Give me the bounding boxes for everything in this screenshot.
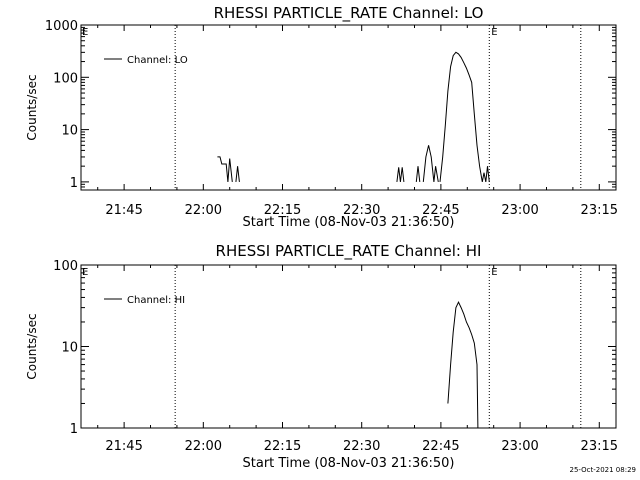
y-tick-label: 100 <box>53 259 78 274</box>
x-tick-label: 22:30 <box>343 439 380 454</box>
x-tick-label: 22:45 <box>422 203 459 218</box>
series-line-segment <box>439 51 490 182</box>
series-line-segment <box>235 166 240 182</box>
x-axis-label: Start Time (08-Nov-03 21:36:50) <box>243 215 455 230</box>
chart-title: RHESSI PARTICLE_RATE Channel: LO <box>214 4 484 23</box>
x-tick-label: 22:00 <box>185 203 222 218</box>
y-tick-label: 10 <box>61 124 78 139</box>
plot-frame <box>80 24 617 191</box>
y-tick-label: 1 <box>70 422 78 437</box>
x-tick-label: 23:15 <box>581 439 618 454</box>
x-tick-label: 22:15 <box>264 439 301 454</box>
x-tick-label: 22:45 <box>422 439 459 454</box>
x-tick-label: 22:15 <box>264 203 301 218</box>
y-tick-label: 1000 <box>45 19 78 34</box>
x-tick-label: 22:00 <box>185 439 222 454</box>
legend-label: Channel: LO <box>127 55 188 66</box>
chart-panel-hi: RHESSI PARTICLE_RATE Channel: HI Start Ti… <box>25 242 618 471</box>
y-axis-label: Counts/sec <box>25 313 39 379</box>
series-line-segment <box>217 156 233 182</box>
corner-label: E <box>82 27 88 38</box>
y-tick-label: 1 <box>70 176 78 191</box>
chart-panel-lo: RHESSI PARTICLE_RATE Channel: LO Start Ti… <box>25 4 618 230</box>
x-tick-label: 23:00 <box>501 439 538 454</box>
x-tick-label: 22:30 <box>343 203 380 218</box>
series-line-segment <box>396 167 405 182</box>
chart-title: RHESSI PARTICLE_RATE Channel: HI <box>216 242 482 261</box>
footer-timestamp: 25-Oct-2021 08:29 <box>569 466 636 474</box>
series-line-segment <box>415 166 421 182</box>
series-line-segment <box>447 301 479 429</box>
time-marker-label: E <box>491 267 497 278</box>
x-tick-label: 23:15 <box>581 203 618 218</box>
y-tick-label: 10 <box>61 341 78 356</box>
x-axis-label: Start Time (08-Nov-03 21:36:50) <box>243 456 455 471</box>
y-tick-label: 100 <box>53 71 78 86</box>
x-tick-label: 21:45 <box>105 203 142 218</box>
legend-label: Channel: HI <box>127 295 185 306</box>
corner-label: E <box>82 267 88 278</box>
x-tick-label: 21:45 <box>105 439 142 454</box>
time-marker-label: E <box>491 27 497 38</box>
series-line-segment <box>422 145 439 182</box>
y-axis-label: Counts/sec <box>25 74 39 140</box>
x-tick-label: 23:00 <box>501 203 538 218</box>
plot-frame <box>80 264 617 429</box>
